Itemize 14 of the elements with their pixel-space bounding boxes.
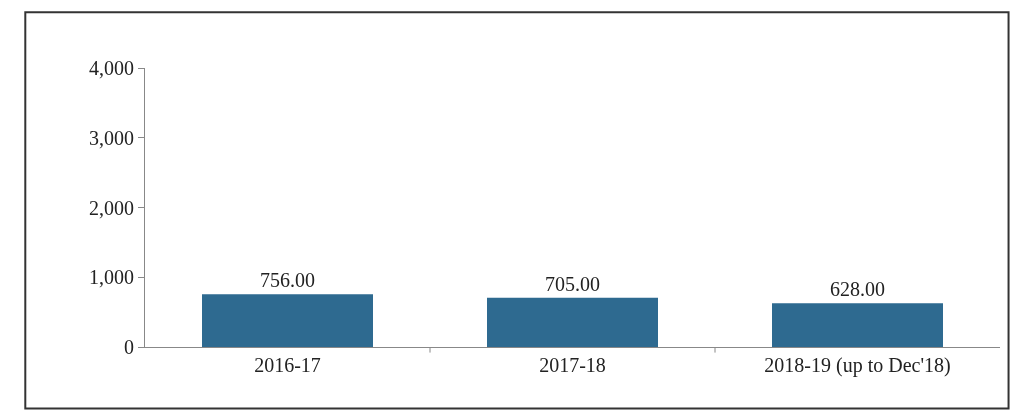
y-tick-label: 2,000	[89, 196, 134, 219]
y-tick-label: 3,000	[89, 126, 134, 149]
x-tick-label: 2016-17	[254, 354, 321, 376]
bar	[772, 303, 943, 347]
y-tick-label: 0	[124, 336, 134, 358]
x-tick-label: 2018-19 (up to Dec'18)	[764, 354, 951, 377]
data-label: 705.00	[545, 272, 600, 295]
data-label: 628.00	[830, 278, 885, 301]
data-label: 756.00	[260, 269, 315, 292]
y-tick-label: 1,000	[89, 266, 134, 289]
bar	[487, 297, 658, 347]
bar	[202, 294, 373, 347]
y-tick-label: 4,000	[89, 57, 134, 79]
x-tick-label: 2017-18	[539, 354, 606, 376]
